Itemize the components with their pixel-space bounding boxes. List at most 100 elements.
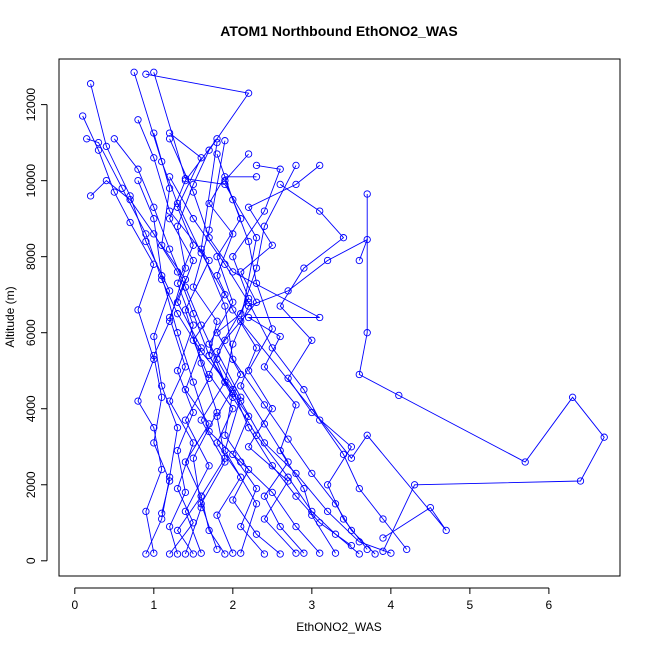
data-point [229,389,237,398]
chart-title: ATOM1 Northbound EthONO2_WAS [220,23,457,39]
data-point [260,222,269,230]
data-point [213,329,221,337]
data-point [197,344,205,352]
series-line [169,138,336,554]
data-point [323,481,332,489]
data-point [237,397,245,405]
data-point [260,420,269,428]
data-point [221,446,229,455]
data-point [165,317,174,325]
data-point [268,488,276,497]
data-point [276,302,284,310]
data-point [205,420,213,428]
data-point [363,329,371,337]
data-point [79,112,87,120]
data-point [213,138,221,147]
data-point [205,340,213,348]
data-point [142,70,150,78]
data-point [173,424,182,432]
data-point [189,408,197,417]
data-point [252,484,261,493]
data-point [205,427,213,436]
series-line [358,194,605,552]
data-point [521,458,529,466]
data-point [229,393,237,401]
data-point [165,473,174,481]
data-point [244,294,253,303]
data-point [260,550,269,558]
y-tick-label: 12000 [24,88,38,122]
data-point [197,500,205,508]
data-point [244,302,253,310]
data-point [189,454,197,462]
data-point [292,522,300,531]
data-point [189,321,197,329]
data-point [339,450,348,459]
data-point [379,534,387,542]
data-point [189,215,197,223]
data-point [197,249,205,257]
data-point [189,310,197,318]
data-point [142,230,150,238]
data-point [244,203,253,211]
data-point [142,237,150,246]
x-tick-label: 3 [309,598,316,612]
data-point [181,550,190,558]
data-point [331,500,340,508]
data-point [158,275,166,284]
y-tick-label: 6000 [24,319,38,346]
data-point [276,550,284,558]
data-point [213,439,221,447]
data-point [181,264,190,272]
data-point [284,287,292,295]
data-point [181,386,190,394]
data-point [189,519,197,527]
data-point [268,325,276,333]
data-point [379,515,387,523]
data-point [237,458,245,466]
data-point [221,302,229,310]
data-point [316,549,324,557]
data-point [165,397,174,405]
data-point [316,519,324,527]
data-point [221,180,229,189]
data-point [363,235,371,244]
data-point [205,146,213,154]
data-point [576,477,585,485]
series-line [137,180,321,554]
data-point [221,431,229,439]
data-point [165,550,174,558]
series-line [153,72,447,539]
data-point [197,416,205,424]
data-point [213,135,221,143]
data-point [189,378,197,386]
data-point [331,549,340,557]
data-point [150,549,158,557]
data-point [205,462,213,470]
data-point [308,507,316,516]
data-point [205,526,213,535]
data-point [221,336,229,344]
data-point [284,435,292,443]
data-point [150,68,158,76]
data-point [158,157,166,166]
data-point [229,355,237,363]
x-tick-label: 1 [150,598,157,612]
data-point [118,184,126,192]
data-point [189,550,197,558]
x-axis-label: EthONO2_WAS [296,620,382,634]
data-point [300,386,308,394]
data-point [244,237,253,246]
series-line [113,138,392,554]
data-point [86,80,95,88]
data-point [260,439,269,447]
data-point [213,408,221,417]
y-axis: 0 2000 4000 6000 8000 10000 12000 [24,88,48,564]
data-point [237,370,245,379]
x-axis: 0 1 2 3 4 5 6 [71,587,553,612]
x-tick-label: 2 [229,598,236,612]
data-point [237,549,245,557]
data-point [205,256,213,265]
data-point [158,393,166,401]
